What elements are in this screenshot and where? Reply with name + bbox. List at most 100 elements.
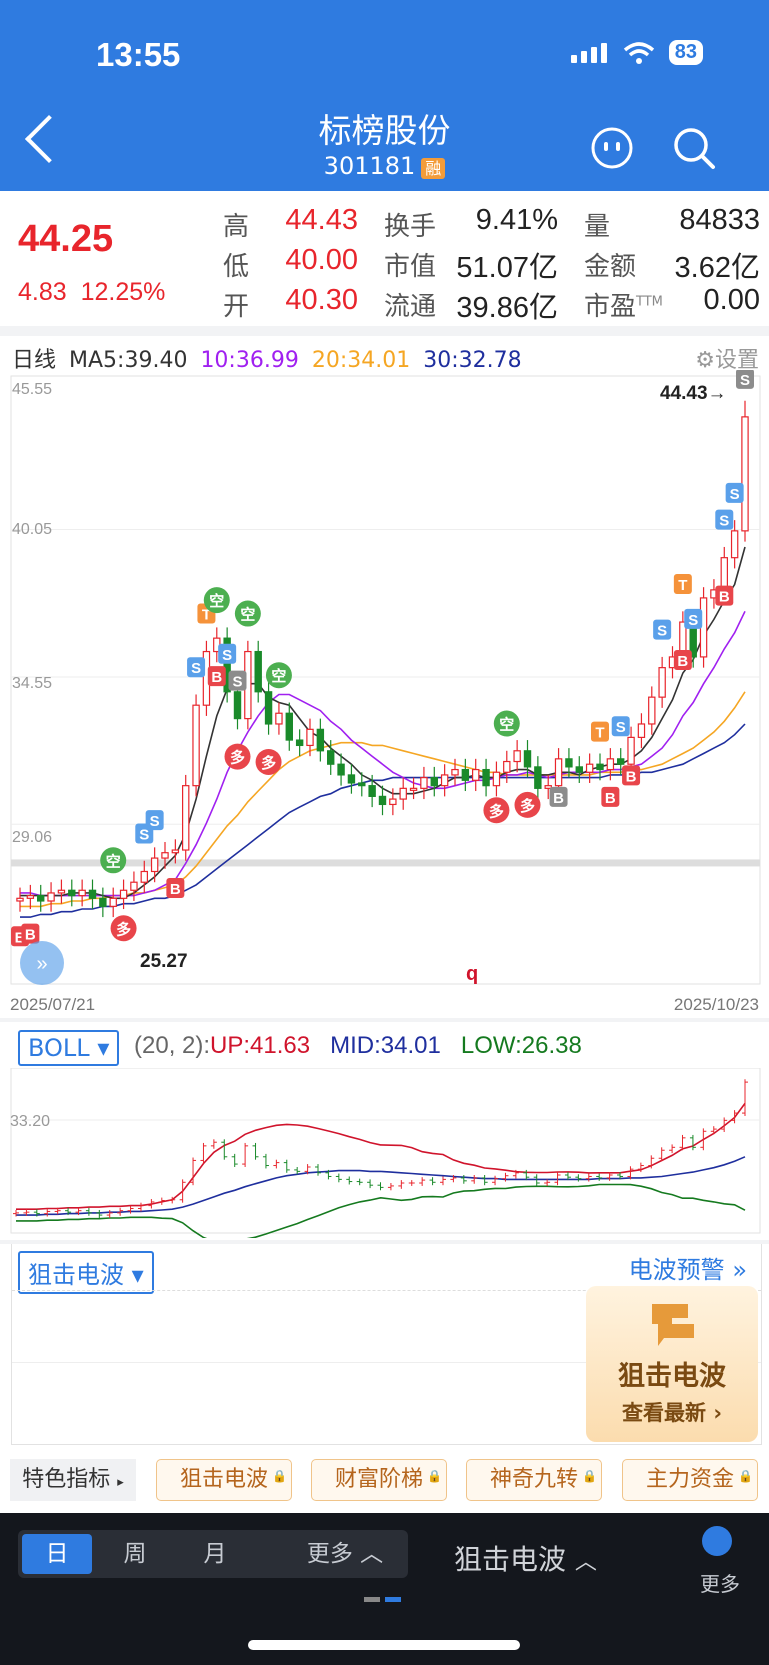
candle-body — [150, 857, 159, 873]
candle-body — [492, 771, 501, 787]
candle-body — [37, 895, 45, 902]
candle-body — [88, 889, 97, 899]
signal-badge — [218, 643, 237, 664]
stock-code: 301181 — [323, 152, 416, 180]
candle-body — [161, 852, 169, 859]
feature-magic-nine[interactable]: 神奇九转 🔒 — [466, 1459, 602, 1501]
home-indicator — [248, 1640, 520, 1650]
boll-values: (20, 2):UP:41.63 MID:34.01 LOW:26.38 — [134, 1032, 582, 1060]
candle-body — [47, 892, 55, 902]
status-time: 13:55 — [96, 36, 181, 73]
period-more[interactable]: 更多 ︿ — [290, 1534, 400, 1574]
signal-badge — [725, 482, 744, 503]
period-day[interactable]: 日 — [22, 1534, 92, 1574]
stat-label-float-cap: 流通 — [384, 292, 437, 322]
battery-level: 83 — [668, 40, 703, 65]
candle-body — [192, 704, 200, 787]
signal-label: 空 — [106, 852, 121, 870]
candle-body — [544, 785, 552, 789]
candle-body — [347, 774, 356, 784]
bottom-indicator-label: 狙击电波 — [454, 1543, 567, 1576]
search-icon[interactable] — [672, 126, 716, 170]
y-tick-label: 34.55 — [12, 675, 52, 692]
y-tick-label: 45.55 — [12, 381, 52, 398]
candle-body — [119, 889, 128, 899]
stat-label-volume: 量 — [584, 212, 611, 242]
ma5-label: MA5:39.40 — [69, 348, 188, 373]
expand-chart-icon[interactable] — [20, 941, 64, 985]
user-avatar-icon[interactable] — [702, 1526, 732, 1556]
chevron-right-icon: › — [713, 1401, 722, 1425]
feature-wealth-ladder[interactable]: 财富阶梯 🔒 — [311, 1459, 447, 1501]
candle-body — [78, 889, 86, 897]
feature-btn-label: 财富阶梯 — [334, 1467, 423, 1492]
signal-label: S — [232, 674, 242, 691]
candle-body — [482, 768, 490, 787]
bottom-indicator-selector[interactable]: 狙击电波 ︿ — [454, 1538, 597, 1578]
boll-low: LOW:26.38 — [460, 1032, 582, 1059]
boll-lower-line — [16, 1183, 746, 1238]
period-month[interactable]: 月 — [203, 1541, 227, 1567]
candle-body — [306, 728, 314, 747]
feature-sniper-wave[interactable]: 狙击电波 🔒 — [156, 1459, 292, 1501]
candle-body — [130, 881, 138, 891]
signal-badge — [673, 650, 692, 671]
signal-label: B — [677, 653, 688, 670]
promo-subtitle: 查看最新 — [622, 1401, 707, 1425]
indicator-selector[interactable]: 狙击电波 ▾ — [18, 1251, 154, 1294]
more-button[interactable]: 更多 — [700, 1572, 740, 1596]
page-dot — [364, 1597, 380, 1602]
stat-value-volume: 84833 — [679, 204, 760, 236]
signal-badge — [21, 923, 40, 944]
signal-badge — [265, 662, 292, 689]
y-tick-label: 40.05 — [12, 521, 52, 538]
candle-body — [741, 416, 749, 532]
candle-body — [575, 766, 583, 773]
candle-body — [627, 736, 635, 765]
feature-label-text: 特色指标 — [22, 1467, 111, 1492]
signal-label: S — [150, 813, 160, 830]
candle-body — [378, 795, 387, 806]
signal-label: B — [626, 768, 637, 785]
boll-chart[interactable]: 33.20 — [0, 1068, 769, 1238]
signal-label: 多 — [520, 797, 535, 815]
stat-value-high: 44.43 — [285, 204, 358, 236]
signal-label: S — [688, 612, 698, 629]
sniper-wave-promo[interactable]: 狙击电波 查看最新 › — [586, 1286, 758, 1442]
candle-body — [182, 785, 190, 851]
signal-label: S — [657, 623, 667, 640]
signal-badge — [611, 716, 630, 737]
candle-body — [99, 897, 107, 907]
feature-main-capital[interactable]: 主力资金 🔒 — [622, 1459, 758, 1501]
period-week[interactable]: 周 — [123, 1541, 147, 1567]
boll-selector[interactable]: BOLL ▾ — [18, 1030, 120, 1066]
chart-settings-button[interactable]: ⚙设置 — [695, 342, 759, 374]
feature-indicators-label[interactable]: 特色指标 ▸ — [10, 1459, 136, 1501]
signal-label: 多 — [489, 802, 504, 820]
boll-mid-line — [16, 1156, 746, 1216]
wave-warning-link[interactable]: 电波预警 » — [629, 1250, 747, 1285]
signal-label: 多 — [230, 749, 245, 767]
signal-badge — [187, 657, 206, 678]
lock-icon: 🔒 — [582, 1469, 597, 1483]
stat-label-open: 开 — [223, 292, 250, 322]
chat-robot-icon[interactable] — [590, 126, 634, 170]
candle-body — [730, 530, 739, 559]
candle-body — [223, 637, 231, 693]
candle-body — [295, 739, 304, 747]
low-price-label: 25.27 — [140, 951, 188, 972]
boll-selector-label: BOLL — [28, 1034, 90, 1062]
stat-value-turnover: 9.41% — [475, 204, 558, 236]
chevron-up-icon: ︿ — [360, 1541, 384, 1567]
candle-body — [420, 777, 428, 789]
indicator-plot-area — [11, 1244, 762, 1445]
signal-badge — [203, 587, 230, 614]
change-amount: 4.83 — [18, 278, 67, 306]
candle-body — [554, 758, 563, 787]
lightning-logo-icon — [652, 1304, 694, 1346]
ma30-label: 30:32.78 — [423, 348, 522, 373]
signal-badge — [715, 585, 734, 606]
double-chevron-icon: » — [36, 953, 47, 975]
stat-label-pe: 市盈TTM — [584, 286, 663, 323]
